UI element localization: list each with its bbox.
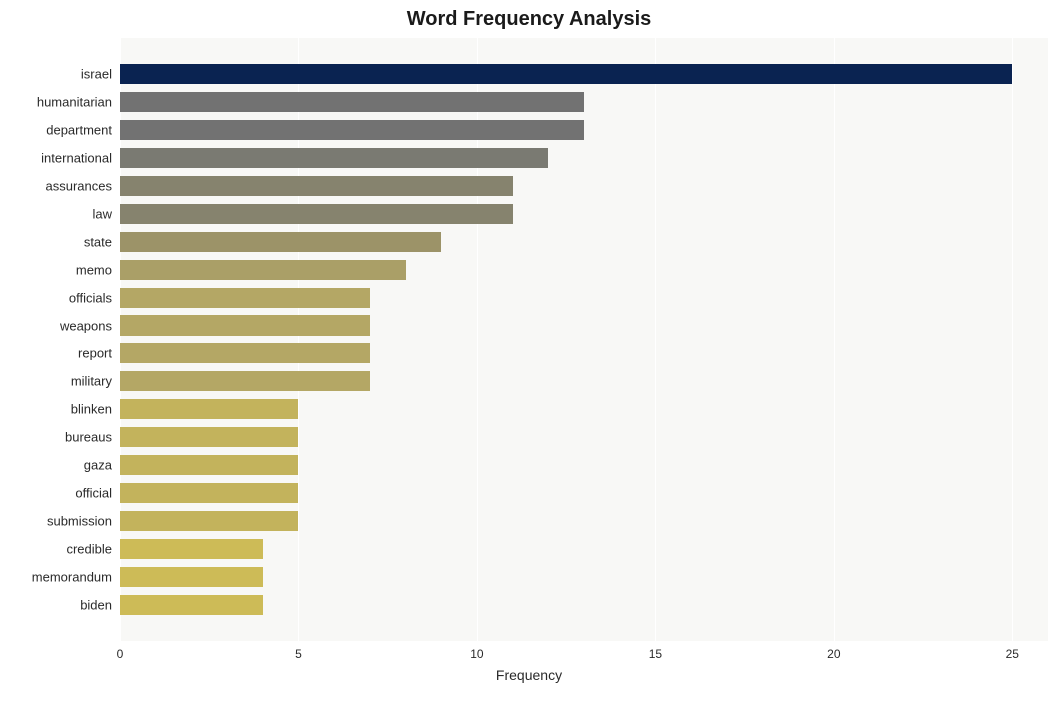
bar: [120, 148, 548, 168]
bar: [120, 204, 513, 224]
bar: [120, 427, 298, 447]
y-tick-label: humanitarian: [37, 95, 112, 110]
y-tick-label: submission: [47, 513, 112, 528]
x-tick-label: 10: [470, 647, 483, 661]
bar-row: humanitarian: [120, 88, 1048, 116]
y-tick-label: official: [75, 486, 112, 501]
y-tick-label: blinken: [71, 402, 112, 417]
bar: [120, 511, 298, 531]
bar: [120, 483, 298, 503]
y-tick-label: gaza: [84, 458, 112, 473]
y-tick-label: international: [41, 151, 112, 166]
bar-row: military: [120, 367, 1048, 395]
y-tick-label: state: [84, 234, 112, 249]
bar: [120, 176, 513, 196]
plot-area: 0510152025israelhumanitariandepartmentin…: [120, 38, 1048, 641]
bar: [120, 288, 370, 308]
bar-row: memorandum: [120, 563, 1048, 591]
y-tick-label: weapons: [60, 318, 112, 333]
bar-row: bureaus: [120, 423, 1048, 451]
bar-row: weapons: [120, 312, 1048, 340]
bar-row: memo: [120, 256, 1048, 284]
bar-row: officials: [120, 284, 1048, 312]
x-tick-label: 20: [827, 647, 840, 661]
bar: [120, 120, 584, 140]
bar: [120, 539, 263, 559]
bar-row: report: [120, 340, 1048, 368]
y-tick-label: law: [92, 206, 112, 221]
bar-row: assurances: [120, 172, 1048, 200]
bar-row: law: [120, 200, 1048, 228]
y-tick-label: assurances: [46, 178, 112, 193]
bar-row: israel: [120, 60, 1048, 88]
bar: [120, 92, 584, 112]
bar: [120, 595, 263, 615]
y-tick-label: israel: [81, 67, 112, 82]
x-tick-label: 15: [649, 647, 662, 661]
bar-row: gaza: [120, 451, 1048, 479]
bar: [120, 64, 1012, 84]
bar-row: credible: [120, 535, 1048, 563]
bar-row: official: [120, 479, 1048, 507]
bar-row: blinken: [120, 395, 1048, 423]
bar: [120, 399, 298, 419]
chart-container: Word Frequency Analysis 0510152025israel…: [0, 0, 1058, 701]
y-tick-label: biden: [80, 597, 112, 612]
x-tick-label: 0: [117, 647, 124, 661]
x-tick-label: 25: [1006, 647, 1019, 661]
chart-title: Word Frequency Analysis: [0, 8, 1058, 31]
bar: [120, 371, 370, 391]
x-tick-label: 5: [295, 647, 302, 661]
y-tick-label: department: [46, 123, 112, 138]
bar: [120, 343, 370, 363]
y-tick-label: bureaus: [65, 430, 112, 445]
bar-row: department: [120, 116, 1048, 144]
bar: [120, 455, 298, 475]
bar: [120, 315, 370, 335]
x-axis-label: Frequency: [0, 667, 1058, 683]
bar-row: biden: [120, 591, 1048, 619]
y-tick-label: memorandum: [32, 569, 112, 584]
y-tick-label: military: [71, 374, 112, 389]
bar-row: submission: [120, 507, 1048, 535]
bar-row: international: [120, 144, 1048, 172]
y-tick-label: report: [78, 346, 112, 361]
bar: [120, 567, 263, 587]
bar: [120, 260, 406, 280]
bar-row: state: [120, 228, 1048, 256]
bar: [120, 232, 441, 252]
y-tick-label: memo: [76, 262, 112, 277]
y-tick-label: credible: [66, 541, 112, 556]
y-tick-label: officials: [69, 290, 112, 305]
